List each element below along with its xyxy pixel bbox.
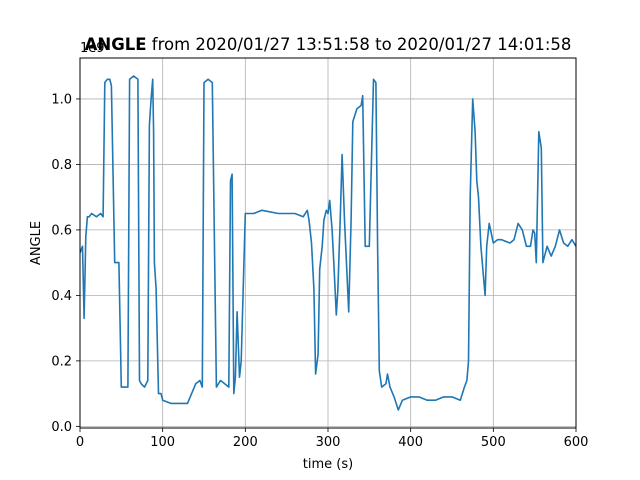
y-axis: 0.0 0.2 0.4 0.6 0.8 1.0 [51, 92, 80, 435]
chart-title-bold: ANGLE [85, 35, 147, 54]
y-tick-label: 0.8 [51, 158, 72, 173]
x-axis: 0 100 200 300 400 500 600 [76, 428, 589, 450]
series-line-0 [80, 75, 576, 411]
y-tick-label: 0.2 [51, 354, 72, 369]
x-tick-label: 0 [76, 435, 84, 450]
y-tick-label: 0.4 [51, 289, 72, 304]
x-tick-label: 600 [564, 435, 589, 450]
y-axis-label: ANGLE [29, 221, 44, 265]
y-tick-label: 1.0 [51, 92, 72, 107]
x-tick-label: 500 [481, 435, 506, 450]
series-layer [80, 75, 576, 411]
chart-title: ANGLE from 2020/01/27 13:51:58 to 2020/0… [85, 35, 572, 54]
x-tick-label: 100 [150, 435, 175, 450]
y-tick-label: 0.0 [51, 420, 72, 435]
x-tick-label: 400 [398, 435, 423, 450]
x-axis-label: time (s) [303, 457, 353, 472]
x-tick-label: 200 [233, 435, 258, 450]
y-tick-label: 0.6 [51, 223, 72, 238]
x-tick-label: 300 [316, 435, 341, 450]
chart-title-rest: from 2020/01/27 13:51:58 to 2020/01/27 1… [147, 35, 572, 54]
y-offset-label: 1e9 [80, 41, 105, 56]
